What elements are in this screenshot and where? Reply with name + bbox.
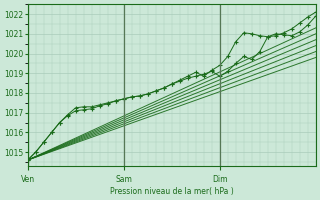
X-axis label: Pression niveau de la mer( hPa ): Pression niveau de la mer( hPa ) <box>110 187 234 196</box>
